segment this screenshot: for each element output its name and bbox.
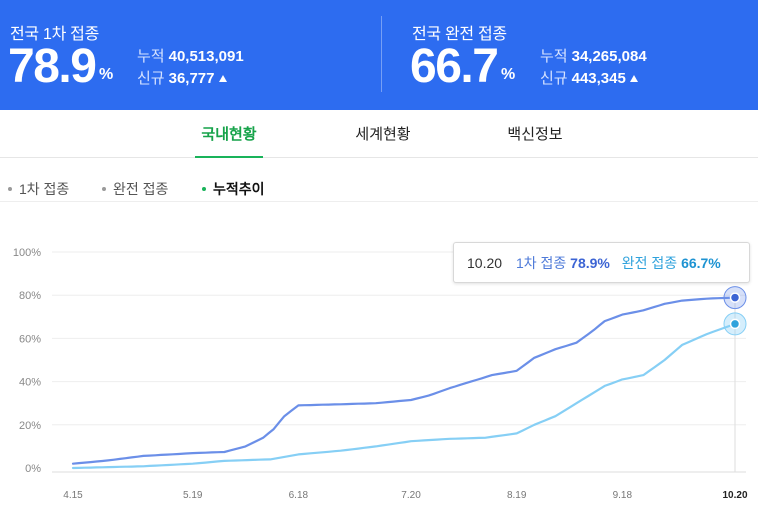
first-dose-title: 전국 1차 접종	[10, 26, 99, 43]
full-dose-new-value: 443,345	[571, 70, 626, 87]
x-tick-label: 10.20	[722, 490, 747, 501]
full-dose-new: 신규 443,345	[540, 67, 638, 88]
full-dose-rate: 66.7	[410, 40, 499, 93]
full-dose-stat: 전국 완전 접종 66.7 % 누적 34,265,084 신규 443,345	[382, 0, 758, 110]
triangle-up-icon	[218, 75, 227, 82]
full-dose-title: 전국 완전 접종	[412, 26, 507, 43]
first-dose-stat: 전국 1차 접종 78.9 % 누적 40,513,091 신규 36,777	[0, 0, 382, 110]
x-tick-label: 8.19	[507, 490, 527, 501]
tooltip-first-dose-value: 78.9%	[570, 255, 610, 271]
x-tick-label: 9.18	[613, 490, 633, 501]
y-tick-label: 80%	[19, 290, 41, 302]
y-tick-label: 100%	[13, 247, 41, 259]
subtab-cumulative-label: 누적추이	[213, 181, 265, 197]
tab-vaccine-info[interactable]: 백신정보	[507, 126, 563, 143]
tooltip-date: 10.20	[467, 255, 503, 271]
subtab-full-dose-label: 완전 접종	[113, 181, 169, 197]
stats-header: 전국 1차 접종 78.9 % 누적 40,513,091 신규 36,777 전국…	[0, 0, 758, 110]
full-dose-total-label: 누적	[540, 48, 568, 65]
full-dose-total-value: 34,265,084	[571, 48, 647, 65]
tab-world[interactable]: 세계현황	[355, 126, 411, 143]
tooltip-full-dose-label: 완전 접종	[621, 255, 678, 271]
bullet-dot-icon	[102, 187, 106, 191]
header-divider	[381, 16, 382, 92]
bullet-dot-icon	[8, 187, 12, 191]
first-dose-total-label: 누적	[137, 48, 165, 65]
y-tick-label: 0%	[25, 463, 41, 475]
full-dose-unit: %	[501, 66, 516, 83]
cumulative-vaccination-chart[interactable]: 100% 80% 60% 40% 20% 0% 4.15 5.19 6.18 7.20 8.19 9.…	[0, 214, 758, 506]
tooltip-full-dose-value: 66.7%	[681, 255, 721, 271]
series-line-first-dose	[71, 296, 737, 465]
subtab-first-dose[interactable]: 1차 접종	[8, 179, 69, 199]
first-dose-new: 신규 36,777	[137, 67, 227, 88]
first-dose-new-label: 신규	[137, 70, 165, 87]
first-dose-rate: 78.9	[8, 40, 97, 93]
tooltip-first-dose: 1차 접종 78.9%	[516, 255, 610, 271]
bullet-dot-icon	[202, 187, 206, 191]
highlight-point	[729, 292, 741, 303]
first-dose-total-value: 40,513,091	[168, 48, 244, 65]
y-tick-label: 40%	[19, 377, 41, 389]
x-tick-label: 7.20	[401, 490, 421, 501]
main-tabs: 국내현황 세계현황 백신정보	[0, 110, 758, 158]
tab-domestic[interactable]: 국내현황	[195, 110, 263, 158]
series-line-full-dose	[71, 322, 737, 470]
y-tick-label: 20%	[19, 420, 41, 432]
x-tick-label: 5.19	[183, 490, 203, 501]
subtab-full-dose[interactable]: 완전 접종	[102, 179, 168, 199]
first-dose-total: 누적 40,513,091	[137, 45, 244, 66]
subtab-cumulative[interactable]: 누적추이	[202, 179, 265, 199]
x-tick-label: 6.18	[289, 490, 309, 501]
tooltip-full-dose: 완전 접종 66.7%	[622, 255, 721, 271]
x-tick-label: 4.15	[63, 490, 83, 501]
y-tick-label: 60%	[19, 333, 41, 345]
sub-tabs: 1차 접종 완전 접종 누적추이	[0, 170, 758, 202]
highlight-point	[729, 318, 741, 330]
subtab-first-dose-label: 1차 접종	[19, 181, 70, 197]
first-dose-unit: %	[99, 66, 114, 83]
chart-tooltip: 10.20 1차 접종 78.9% 완전 접종 66.7%	[453, 242, 750, 283]
tooltip-first-dose-label: 1차 접종	[515, 255, 567, 271]
full-dose-total: 누적 34,265,084	[540, 45, 647, 66]
full-dose-new-label: 신규	[540, 70, 568, 87]
first-dose-new-value: 36,777	[168, 70, 215, 87]
triangle-up-icon	[629, 75, 638, 82]
